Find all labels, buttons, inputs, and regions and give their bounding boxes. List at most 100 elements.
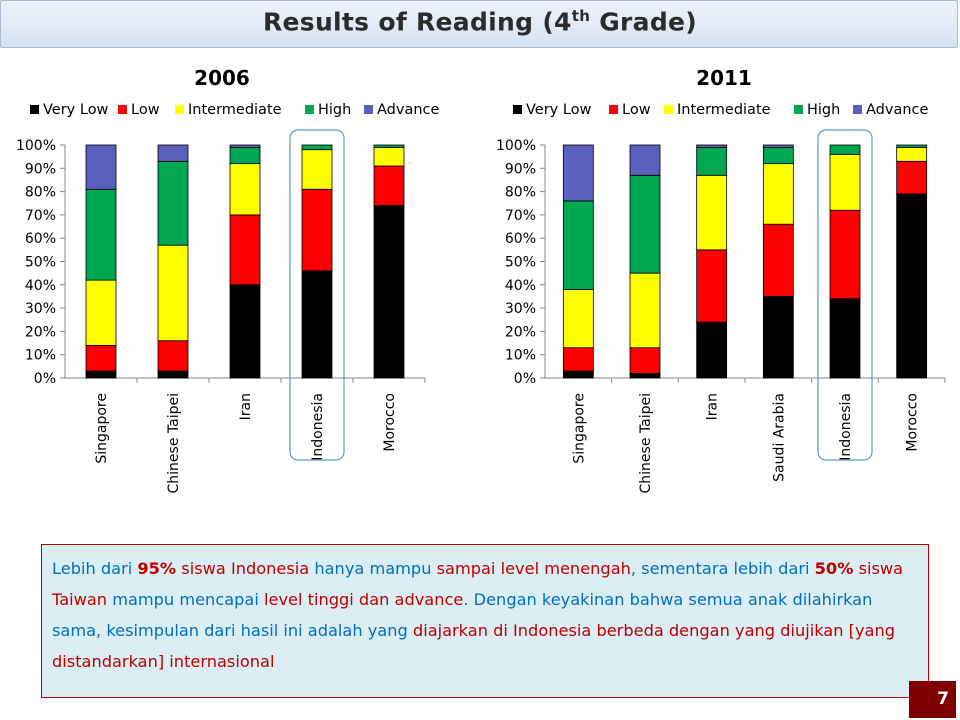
- y-tick-label: 0%: [514, 371, 536, 387]
- bar-segment: [85, 279, 117, 346]
- legend-swatch: [118, 105, 127, 114]
- bar-segment: [85, 344, 117, 372]
- y-tick-label: 60%: [505, 231, 536, 247]
- conclusion-textbox: Lebih dari 95% siswa Indonesia hanya mam…: [41, 544, 929, 698]
- y-tick-label: 80%: [25, 185, 56, 201]
- category-label: Iran: [705, 393, 721, 420]
- legend-swatch: [305, 105, 314, 114]
- category-label: Saudi Arabia: [771, 393, 787, 482]
- bar-segment: [762, 163, 794, 225]
- bar-segment: [629, 272, 661, 349]
- y-tick-label: 100%: [16, 138, 56, 154]
- title-main: Results of Reading (4: [262, 7, 572, 37]
- text-highlight-percent: 50%: [814, 559, 854, 578]
- bar-segment: [829, 298, 861, 379]
- category-label: Singapore: [94, 393, 110, 464]
- bar-segment: [373, 205, 405, 379]
- bar-segment: [373, 146, 405, 167]
- text-highlight: sampai level menengah: [436, 559, 631, 578]
- legend-label: Advance: [866, 102, 928, 118]
- bar-segment: [896, 144, 928, 148]
- bar-segment: [762, 223, 794, 297]
- text-run: Lebih dari: [52, 559, 138, 578]
- title-bar: Results of Reading (4th Grade): [0, 0, 958, 48]
- bar-segment: [896, 160, 928, 195]
- category-label: Chinese Taipei: [166, 393, 182, 493]
- bar-segment: [157, 144, 189, 162]
- y-tick-label: 50%: [505, 255, 536, 271]
- text-highlight: level tinggi dan advance: [263, 590, 464, 609]
- text-highlight: siswa Taiwan: [52, 559, 904, 609]
- legend-label: High: [807, 102, 840, 118]
- legend-label: High: [318, 102, 351, 118]
- bar-segment: [562, 200, 594, 290]
- bar-segment: [629, 174, 661, 274]
- category-label: Singapore: [571, 393, 587, 464]
- y-tick-label: 20%: [25, 324, 56, 340]
- legend-swatch: [794, 105, 803, 114]
- y-tick-label: 30%: [505, 301, 536, 317]
- y-tick-label: 90%: [505, 161, 536, 177]
- legend-swatch: [364, 105, 373, 114]
- title-superscript: th: [571, 7, 591, 25]
- legend-swatch: [175, 105, 184, 114]
- bar-segment: [829, 209, 861, 300]
- legend-label: Low: [622, 102, 651, 118]
- bar-segment: [301, 149, 333, 190]
- category-label: Morocco: [905, 393, 921, 452]
- bar-segment: [85, 144, 117, 190]
- category-label: Iran: [238, 393, 254, 420]
- bar-segment: [629, 372, 661, 379]
- legend-swatch: [30, 105, 39, 114]
- legend-label: Advance: [377, 102, 439, 118]
- bar-segment: [629, 144, 661, 176]
- bar-segment: [762, 296, 794, 379]
- legend-swatch: [664, 105, 673, 114]
- y-tick-label: 90%: [25, 161, 56, 177]
- bar-segment: [157, 340, 189, 372]
- bar-segment: [373, 144, 405, 148]
- bar-segment: [696, 174, 728, 251]
- y-tick-label: 30%: [25, 301, 56, 317]
- text-highlight: diajarkan di Indonesia berbeda dengan ya…: [52, 621, 895, 671]
- bar-segment: [301, 144, 333, 151]
- legend-label: Very Low: [526, 102, 592, 118]
- legend-swatch: [513, 105, 522, 114]
- bar-segment: [229, 163, 261, 216]
- bar-segment: [562, 289, 594, 349]
- chart-title: 2011: [696, 66, 752, 90]
- legend-label: Very Low: [43, 102, 109, 118]
- bar-segment: [829, 144, 861, 155]
- text-highlight-percent: 95%: [137, 559, 177, 578]
- bar-segment: [896, 146, 928, 162]
- chart-1: 2011 Very Low Low Intermediate High Advance 0%…: [496, 66, 946, 493]
- text-highlight: siswa Indonesia: [176, 559, 310, 578]
- y-tick-label: 40%: [25, 278, 56, 294]
- bar-segment: [562, 144, 594, 202]
- bar-segment: [301, 188, 333, 272]
- bar-segment: [157, 160, 189, 246]
- legend-swatch: [609, 105, 618, 114]
- bar-segment: [85, 188, 117, 281]
- bar-segment: [896, 193, 928, 379]
- category-label: Indonesia: [310, 393, 326, 461]
- y-tick-label: 60%: [25, 231, 56, 247]
- slide-title: Results of Reading (4th Grade): [1, 7, 959, 36]
- bar-segment: [229, 284, 261, 379]
- chart-title: 2006: [194, 66, 250, 90]
- category-label: Chinese Taipei: [638, 393, 654, 493]
- bar-segment: [301, 270, 333, 379]
- legend-label: Intermediate: [677, 102, 771, 118]
- highlight-frame: [289, 129, 345, 461]
- text-run: hanya mampu: [309, 559, 437, 578]
- bar-segment: [229, 214, 261, 286]
- bar-segment: [562, 347, 594, 372]
- legend-label: Low: [131, 102, 160, 118]
- highlight-frame: [817, 129, 873, 461]
- text-run: , sementara lebih dari: [630, 559, 815, 578]
- charts-area: 2006 Very Low Low Intermediate High Advance 0%…: [16, 66, 946, 493]
- bar-segment: [157, 370, 189, 379]
- bar-segment: [629, 347, 661, 374]
- page-number: 7: [909, 681, 956, 718]
- bar-segment: [562, 370, 594, 379]
